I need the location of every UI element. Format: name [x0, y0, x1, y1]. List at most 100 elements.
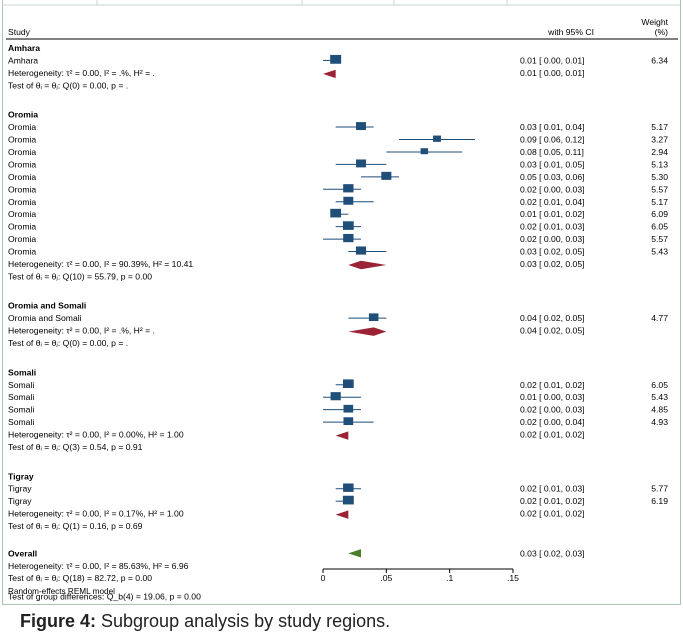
- header-ci: with 95% CI: [547, 27, 594, 37]
- study-weight: 4.77: [651, 313, 668, 323]
- heterogeneity-text: Heterogeneity: τ² = 0.00, I² = .%, H² = …: [8, 68, 155, 78]
- study-label: Somali: [8, 417, 34, 427]
- study-marker: [355, 246, 367, 255]
- ci-text: 0.03 [ 0.01, 0.04]: [520, 122, 585, 132]
- study-weight: 5.17: [651, 197, 668, 207]
- group-test-text: Test of θᵢ = θⱼ: Q(3) = 0.54, p = 0.91: [8, 442, 143, 452]
- heterogeneity-text: Heterogeneity: τ² = 0.00, I² = 0.17%, H²…: [8, 509, 184, 519]
- study-weight: 5.43: [651, 247, 668, 257]
- group-title: Somali: [8, 367, 36, 377]
- subgroup-diamond: [335, 510, 349, 519]
- study-label: Oromia: [8, 247, 36, 257]
- ci-text: 0.01 [ 0.00, 0.01]: [520, 55, 585, 65]
- study-label: Oromia: [8, 222, 36, 232]
- study-weight: 4.85: [651, 405, 668, 415]
- ci-text: 0.03 [ 0.02, 0.03]: [520, 548, 585, 558]
- x-tick-label: .05: [380, 573, 392, 583]
- ci-text: 0.02 [ 0.01, 0.04]: [520, 197, 585, 207]
- study-weight: 6.05: [651, 380, 668, 390]
- study-label: Oromia: [8, 135, 36, 145]
- study-label: Oromia: [8, 209, 36, 219]
- subgroup-diamond: [335, 431, 349, 440]
- header-study: Study: [8, 27, 31, 37]
- ci-text: 0.01 [ 0.01, 0.02]: [520, 209, 585, 219]
- study-weight: 6.05: [651, 222, 668, 232]
- study-marker: [433, 135, 441, 142]
- ci-text: 0.03 [ 0.02, 0.05]: [520, 247, 585, 257]
- group-title: Oromia: [8, 110, 38, 120]
- study-marker: [330, 392, 341, 401]
- header-weight-unit: (%): [655, 27, 669, 37]
- ci-text: 0.02 [ 0.01, 0.02]: [520, 380, 585, 390]
- ci-text: 0.03 [ 0.02, 0.05]: [520, 259, 585, 269]
- subgroup-diamond: [348, 260, 387, 270]
- ci-text: 0.08 [ 0.05, 0.11]: [520, 147, 584, 157]
- study-label: Oromia: [8, 122, 36, 132]
- study-weight: 5.13: [651, 159, 668, 169]
- study-weight: 5.57: [651, 184, 668, 194]
- group-differences-test: Test of group differences: Q_b(4) = 19.0…: [8, 591, 201, 601]
- ci-text: 0.01 [ 0.00, 0.01]: [520, 68, 585, 78]
- study-label: Oromia and Somali: [8, 313, 82, 323]
- study-label: Oromia: [8, 197, 36, 207]
- ci-text: 0.02 [ 0.01, 0.02]: [520, 509, 585, 519]
- x-tick-label: 0: [321, 573, 326, 583]
- study-marker: [330, 208, 342, 218]
- study-label: Amhara: [8, 55, 38, 65]
- model-footnote: Random-effects REML model: [8, 587, 115, 596]
- caption-text: Subgroup analysis by study regions.: [96, 611, 391, 631]
- group-test-text: Test of θᵢ = θⱼ: Q(0) = 0.00, p = .: [8, 80, 128, 90]
- study-marker: [343, 483, 354, 492]
- header-weight: Weight: [641, 17, 668, 27]
- study-weight: 6.09: [651, 209, 668, 219]
- study-weight: 2.94: [651, 147, 668, 157]
- study-marker: [368, 313, 379, 322]
- study-label: Tigray: [8, 496, 32, 506]
- study-weight: 5.17: [651, 122, 668, 132]
- study-label: Oromia: [8, 147, 36, 157]
- study-marker: [343, 196, 354, 205]
- subgroup-diamond: [323, 69, 336, 79]
- study-marker: [343, 233, 354, 243]
- study-weight: 6.34: [651, 55, 668, 65]
- study-weight: 5.43: [651, 392, 668, 402]
- study-label: Somali: [8, 405, 34, 415]
- heterogeneity-text: Heterogeneity: τ² = 0.00, I² = 90.39%, H…: [8, 259, 193, 269]
- study-label: Tigray: [8, 484, 32, 494]
- group-test-text: Test of θᵢ = θⱼ: Q(10) = 55.79, p = 0.00: [8, 271, 152, 281]
- study-weight: 5.77: [651, 484, 668, 494]
- ci-text: 0.03 [ 0.01, 0.05]: [520, 159, 585, 169]
- study-marker: [343, 417, 354, 426]
- ci-text: 0.09 [ 0.06, 0.12]: [520, 135, 585, 145]
- group-test-text: Test of θᵢ = θⱼ: Q(0) = 0.00, p = .: [8, 338, 128, 348]
- group-title: Tigray: [8, 471, 34, 481]
- ci-text: 0.05 [ 0.03, 0.06]: [520, 172, 585, 182]
- ci-text: 0.02 [ 0.00, 0.04]: [520, 417, 585, 427]
- study-label: Oromia: [8, 234, 36, 244]
- ci-text: 0.04 [ 0.02, 0.05]: [520, 313, 585, 323]
- group-test-text: Test of θᵢ = θⱼ: Q(1) = 0.16, p = 0.69: [8, 521, 143, 531]
- study-label: Oromia: [8, 172, 36, 182]
- study-marker: [356, 159, 366, 168]
- figure-frame: [2, 0, 681, 605]
- study-weight: 6.19: [651, 496, 668, 506]
- study-marker: [343, 404, 354, 413]
- group-title: Oromia and Somali: [8, 301, 86, 311]
- ci-text: 0.04 [ 0.02, 0.05]: [520, 326, 585, 336]
- overall-title: Overall: [8, 548, 37, 558]
- study-weight: 5.57: [651, 234, 668, 244]
- study-marker: [342, 495, 354, 505]
- study-marker: [343, 184, 354, 193]
- study-weight: 4.93: [651, 417, 668, 427]
- group-title: Amhara: [8, 43, 40, 53]
- heterogeneity-text: Heterogeneity: τ² = 0.00, I² = 0.00%, H²…: [8, 430, 184, 440]
- ci-text: 0.02 [ 0.00, 0.03]: [520, 234, 585, 244]
- top-table-border: [2, 0, 680, 6]
- overall-test: Test of θᵢ = θⱼ: Q(18) = 82.72, p = 0.00: [8, 573, 152, 583]
- study-marker: [330, 54, 342, 64]
- overall-diamond: [348, 549, 361, 558]
- overall-heterogeneity: Heterogeneity: τ² = 0.00, I² = 85.63%, H…: [8, 561, 189, 571]
- caption-label: Figure 4:: [20, 611, 97, 631]
- ci-text: 0.02 [ 0.00, 0.03]: [520, 184, 585, 194]
- study-label: Oromia: [8, 184, 36, 194]
